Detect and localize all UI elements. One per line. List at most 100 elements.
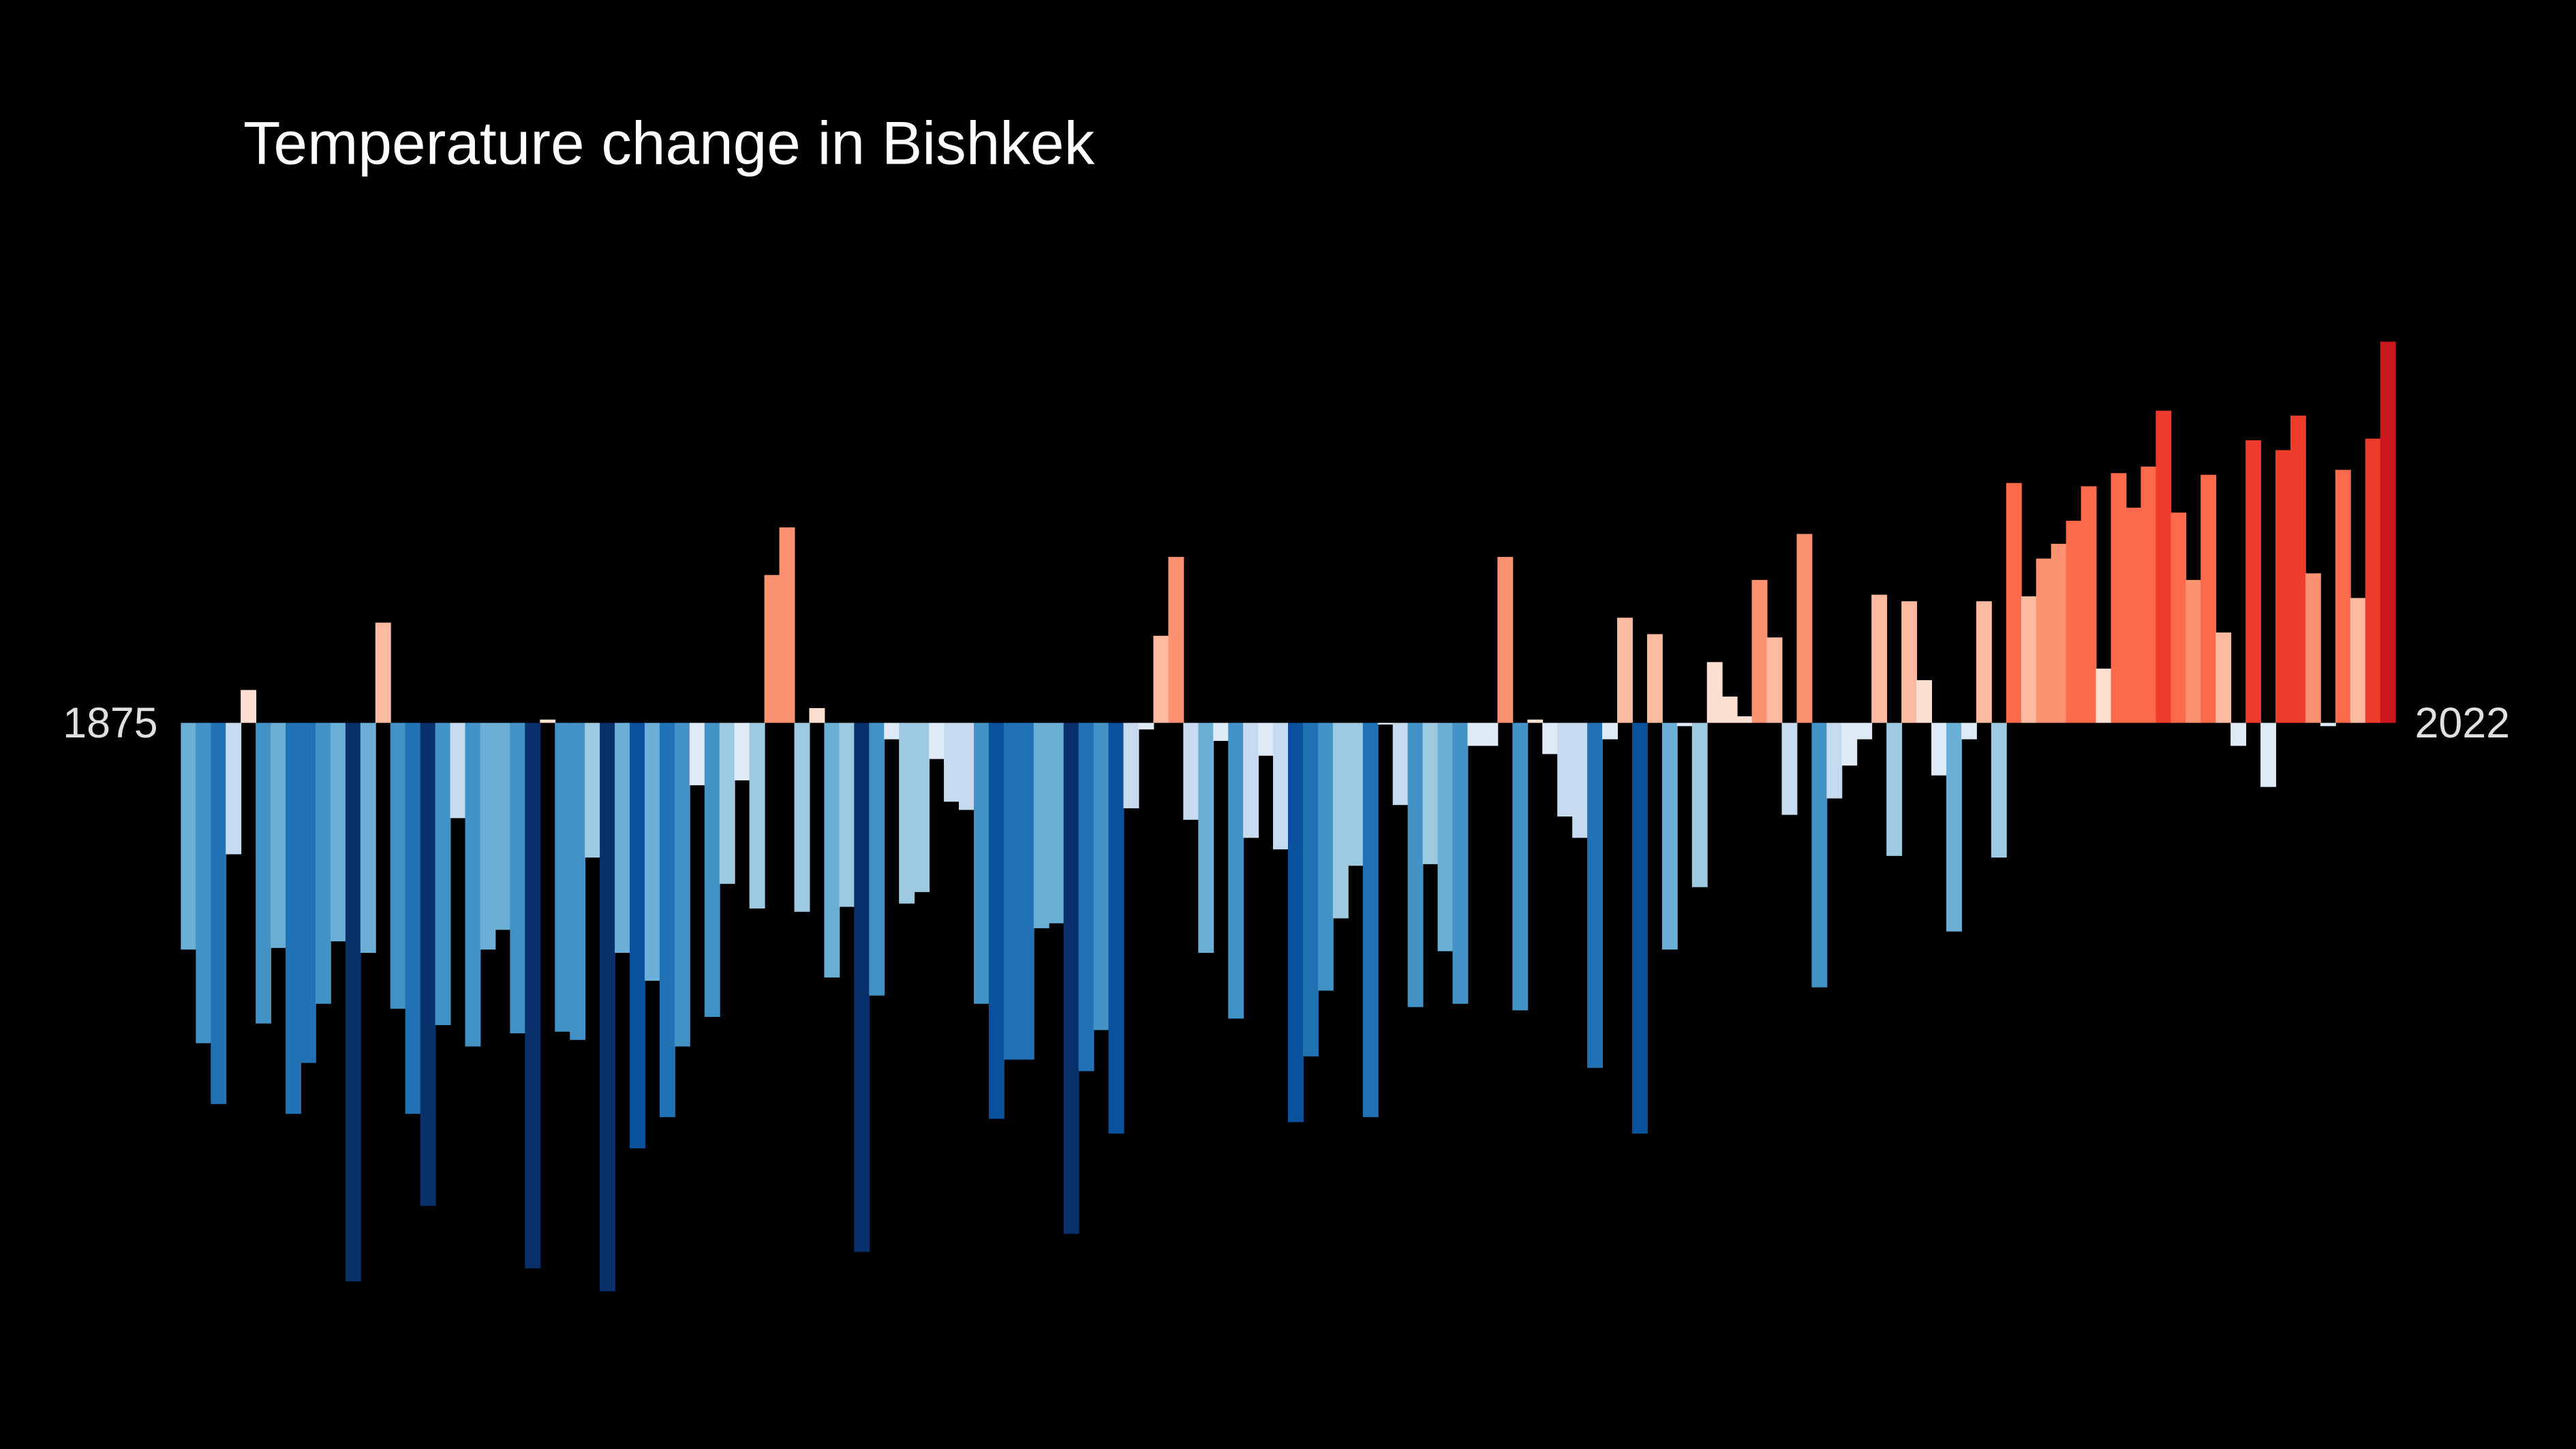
bar — [465, 722, 481, 1047]
x-tick-label: 1875 — [63, 699, 157, 747]
bar — [1497, 557, 1514, 723]
bar — [1332, 722, 1349, 919]
bar — [2006, 483, 2022, 723]
bar — [1048, 722, 1064, 924]
bar — [674, 722, 690, 1047]
bar — [286, 722, 301, 1114]
bar — [2290, 415, 2306, 723]
bar — [824, 722, 840, 978]
bar — [226, 722, 242, 855]
bar — [405, 722, 421, 1114]
bar — [809, 707, 825, 723]
bar — [884, 722, 900, 739]
bar — [1392, 722, 1409, 806]
bar — [585, 722, 601, 858]
bar — [1258, 722, 1274, 756]
bar — [256, 722, 272, 1024]
bar — [1557, 722, 1574, 817]
bar — [2156, 410, 2172, 723]
bar — [2350, 598, 2366, 723]
bar — [2335, 470, 2351, 723]
bar — [2260, 722, 2276, 787]
bar — [1691, 722, 1708, 887]
bar — [1631, 722, 1648, 1134]
bar — [540, 719, 556, 723]
bar — [959, 722, 975, 810]
bar — [1572, 722, 1589, 838]
bar — [1602, 722, 1618, 739]
bar — [1512, 722, 1529, 1011]
bar — [2365, 438, 2381, 723]
bar — [1288, 722, 1304, 1123]
bar — [2275, 450, 2291, 723]
bar — [390, 722, 406, 1009]
bar — [1811, 722, 1828, 988]
bar — [2201, 474, 2217, 723]
bar — [719, 722, 735, 884]
bar — [1841, 722, 1858, 766]
bar — [1407, 722, 1424, 1007]
bar — [1018, 722, 1034, 1060]
bar — [1946, 722, 1962, 932]
bar — [689, 722, 705, 786]
bar — [1198, 722, 1214, 954]
bar — [1437, 722, 1454, 951]
bar — [1871, 594, 1888, 723]
bar — [480, 722, 496, 950]
bar — [1706, 662, 1723, 723]
bar — [375, 622, 391, 723]
bar — [1108, 722, 1124, 1134]
bar — [1377, 722, 1394, 724]
bar — [345, 722, 361, 1282]
bar — [420, 722, 436, 1206]
bar — [360, 722, 376, 954]
bar — [1916, 680, 1933, 723]
bar — [315, 722, 331, 1004]
bar — [2171, 513, 2187, 723]
x-tick-label: 2022 — [2415, 699, 2510, 747]
bar — [1153, 635, 1169, 723]
bar — [2186, 579, 2202, 723]
bar — [2066, 521, 2082, 723]
bar — [1003, 722, 1019, 1060]
bar — [330, 722, 346, 942]
bar — [241, 690, 257, 723]
bar — [1976, 601, 1992, 723]
bar — [1138, 722, 1154, 730]
bar — [1302, 722, 1319, 1056]
bar — [1168, 557, 1184, 723]
bar — [1482, 722, 1499, 746]
bar — [1766, 637, 1783, 723]
bar — [1676, 722, 1693, 727]
bar — [1527, 719, 1544, 723]
bar — [779, 527, 795, 723]
bar — [450, 722, 466, 819]
bar — [510, 722, 526, 1034]
bar — [2320, 722, 2336, 727]
bar — [570, 722, 586, 1040]
bar — [1063, 722, 1079, 1234]
bar — [2141, 466, 2157, 723]
bar — [2230, 722, 2247, 746]
bar — [271, 722, 287, 948]
bar — [1347, 722, 1364, 866]
bar — [181, 722, 197, 950]
bar — [929, 722, 945, 759]
bar — [1796, 534, 1813, 723]
bar — [525, 722, 541, 1268]
bar — [211, 722, 227, 1104]
bar — [1751, 579, 1768, 723]
bar — [2245, 440, 2262, 723]
bar — [1661, 722, 1678, 950]
bar — [2305, 573, 2321, 723]
bar — [1213, 722, 1229, 742]
bar — [600, 722, 616, 1292]
bar — [555, 722, 571, 1032]
bar — [1033, 722, 1049, 928]
bar — [1452, 722, 1469, 1004]
bar — [1273, 722, 1289, 850]
bar — [1422, 722, 1439, 864]
bar — [1931, 722, 1947, 776]
bar — [839, 722, 855, 907]
bar — [1362, 722, 1379, 1118]
